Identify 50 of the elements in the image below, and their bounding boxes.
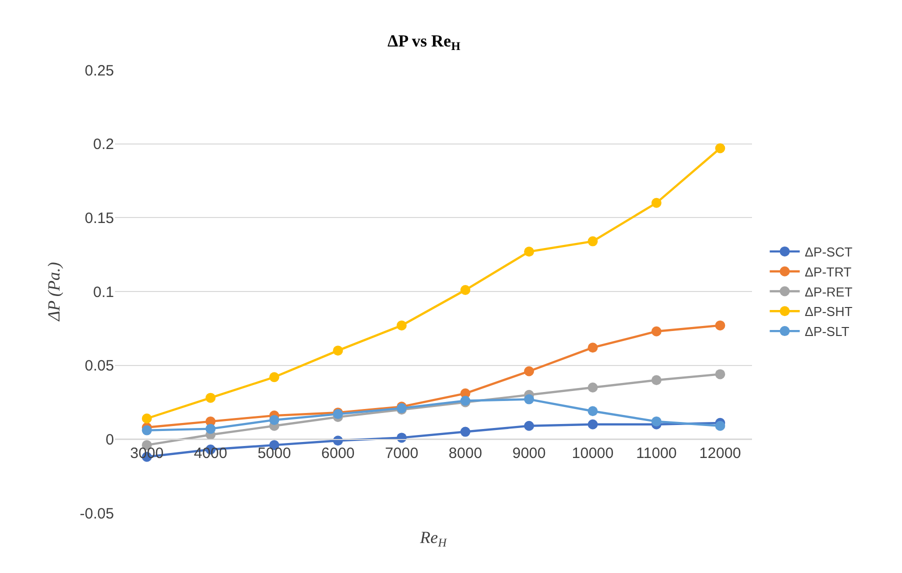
point — [588, 342, 598, 353]
point — [206, 424, 216, 434]
point — [524, 246, 534, 257]
point — [588, 406, 598, 416]
point — [206, 392, 216, 403]
y-tick-label: 0.05 — [84, 358, 114, 375]
point — [715, 420, 726, 431]
y-axis-title: ΔP (Pa.) — [44, 262, 64, 322]
point — [142, 413, 152, 424]
point — [269, 414, 280, 425]
x-tick-label: 7000 — [384, 445, 418, 462]
point — [651, 416, 662, 426]
y-tick-label: 0 — [106, 431, 114, 448]
y-tick-label: 0.2 — [93, 136, 114, 154]
point — [651, 198, 662, 208]
point — [588, 236, 598, 246]
point — [269, 372, 280, 382]
x-tick-label: 6000 — [321, 445, 355, 462]
point — [396, 320, 407, 330]
legend-label: ΔP-SHT — [804, 304, 852, 320]
y-tick-label: 0.15 — [84, 210, 114, 227]
y-tick-label: 0.1 — [93, 284, 114, 301]
legend-label: ΔP-RET — [804, 284, 852, 300]
point — [332, 346, 343, 356]
y-tick-label: 0.25 — [84, 62, 114, 80]
point — [715, 320, 726, 330]
legend-label: ΔP-SCT — [804, 244, 852, 260]
point — [142, 425, 152, 436]
point — [651, 326, 662, 336]
x-tick-label: 5000 — [258, 445, 291, 462]
point — [715, 369, 726, 380]
x-tick-label: 9000 — [512, 445, 546, 462]
point — [715, 143, 726, 154]
point — [588, 419, 598, 430]
point — [524, 420, 534, 431]
point — [460, 426, 470, 437]
point — [524, 394, 534, 404]
y-tick-label: -0.05 — [80, 505, 114, 522]
x-axis-title: Re$_{H}$ — [419, 528, 448, 550]
chart-title: ΔP vs Re$_{H}$ — [388, 31, 462, 53]
x-tick-label: 10000 — [572, 445, 614, 462]
point — [588, 382, 598, 392]
x-tick-label: 11000 — [636, 445, 677, 462]
legend-label: ΔP-SLT — [804, 324, 850, 340]
x-tick-label: 8000 — [448, 445, 482, 462]
point — [651, 375, 662, 386]
point — [524, 366, 534, 376]
point — [460, 285, 470, 296]
x-tick-label: 12000 — [699, 445, 742, 462]
legend-label: ΔP-TRT — [804, 264, 852, 280]
